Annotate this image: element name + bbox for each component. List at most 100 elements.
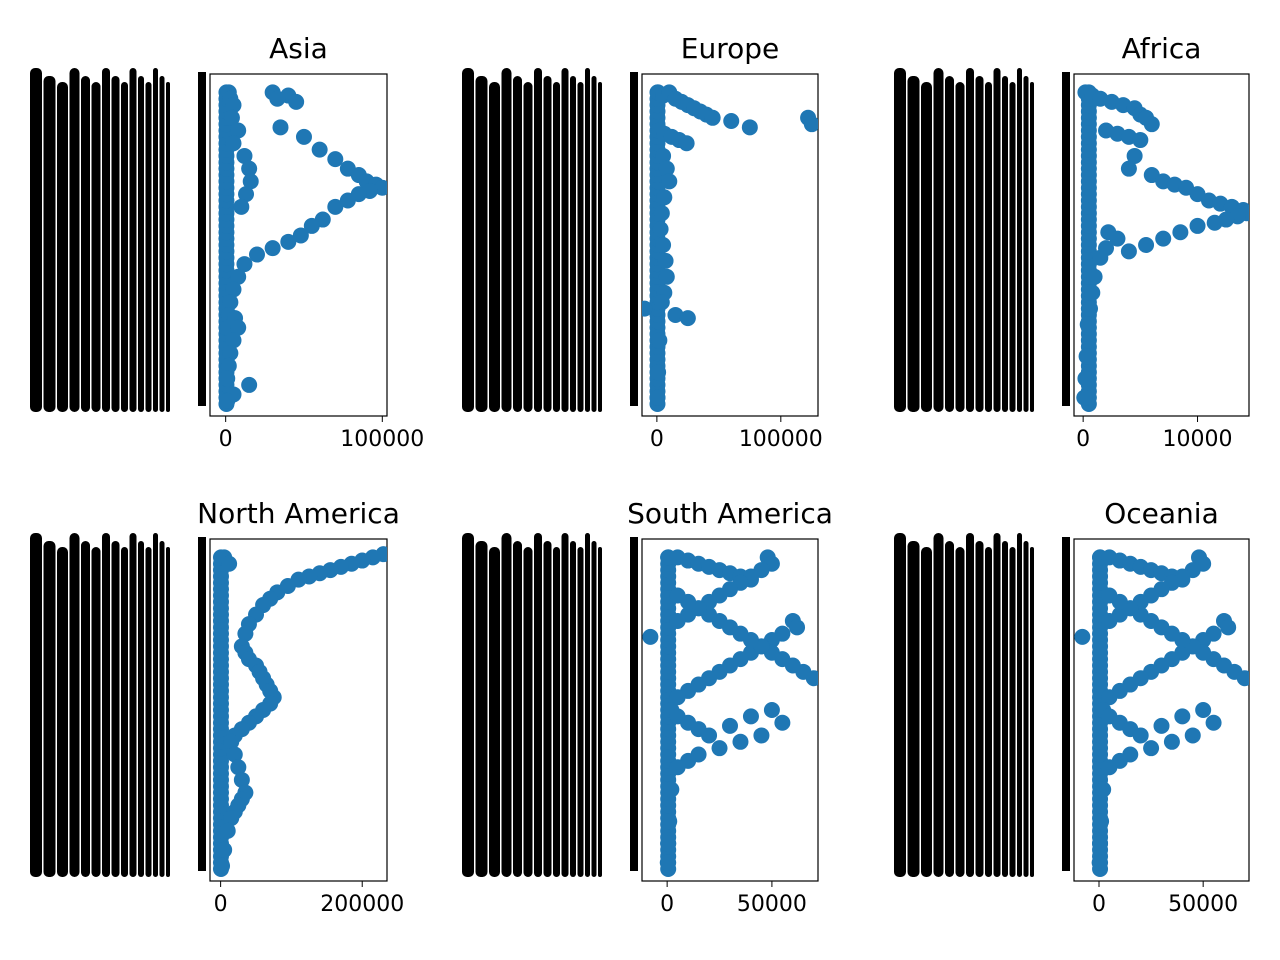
subplot-title: South America (627, 497, 833, 530)
scatter-point (650, 364, 667, 381)
scatter-point (220, 357, 237, 374)
scatter-point (661, 173, 678, 190)
scatter-point (241, 160, 258, 177)
scatter-point (223, 109, 240, 126)
scatter-point (651, 332, 668, 349)
ytick-label-bar (1002, 76, 1008, 412)
ytick-label-bar (145, 82, 152, 412)
ytick-label-bar (598, 82, 602, 412)
ytick-label-bar (475, 76, 488, 412)
axes-frame (1073, 73, 1250, 417)
ytick-label-block (894, 68, 1070, 412)
ytick-label-bar (159, 76, 165, 412)
ytick-label-bar (921, 82, 932, 412)
ytick-label-bar (81, 76, 90, 412)
xtick-label: 0 (1092, 892, 1106, 917)
scatter-point (225, 332, 242, 349)
scatter-point (1132, 727, 1149, 744)
ytick-label-bar (945, 76, 954, 412)
scatter-point (327, 151, 344, 168)
ytick-label-bar (1062, 72, 1070, 406)
scatter-point (774, 714, 791, 731)
ytick-label-bar (166, 547, 170, 877)
subplot-title: Oceania (1104, 497, 1219, 530)
scatter-point (1084, 284, 1101, 301)
scatter-point (225, 281, 242, 298)
ytick-label-bar (975, 76, 984, 412)
ytick-label-bar (102, 68, 110, 412)
scatter-point (1082, 300, 1099, 317)
ytick-label-bar (591, 76, 597, 412)
scatter-point (669, 612, 686, 629)
scatter-point (1126, 147, 1143, 164)
scatter-point (753, 727, 770, 744)
ytick-label-bar (894, 68, 906, 412)
scatter-point (1074, 628, 1091, 645)
scatter-point (649, 389, 666, 406)
ytick-label-bar (198, 537, 206, 871)
scatter-point (658, 160, 675, 177)
ytick-label-bar (553, 82, 560, 412)
scatter-point (789, 619, 806, 636)
ytick-label-bar (907, 541, 920, 877)
axes-frame (209, 538, 388, 882)
scatter-point (1091, 854, 1108, 871)
scatter-point (237, 625, 254, 642)
scatter-point (669, 587, 686, 604)
scatter-point (226, 746, 243, 763)
ytick-label-bar (30, 68, 42, 412)
ytick-label-bar (1023, 76, 1029, 412)
scatter-point (1079, 316, 1096, 333)
scatter-point (1101, 689, 1118, 706)
ytick-label-bar (153, 533, 158, 877)
subplot-africa: 0 10000 Africa (894, 32, 1250, 452)
ytick-label-bar (69, 68, 80, 412)
ytick-label-bar (630, 537, 638, 871)
scatter-point (742, 708, 759, 725)
axes-frame (641, 73, 819, 417)
ytick-label-bar (513, 76, 522, 412)
ytick-label-bar (513, 541, 522, 877)
ytick-label-bar (985, 547, 992, 877)
scatter-point (656, 189, 673, 206)
ytick-label-bar (543, 541, 552, 877)
scatter-point (1163, 733, 1180, 750)
ytick-label-bar (591, 541, 597, 877)
scatter-point (236, 147, 253, 164)
ytick-label-bar (166, 82, 170, 412)
scatter-series (212, 546, 387, 877)
ytick-label-bar (138, 76, 144, 412)
scatter-point (704, 109, 721, 126)
xtick-label: 10000 (1163, 427, 1233, 452)
axes-frame (641, 538, 819, 882)
ytick-label-bar (955, 547, 965, 877)
scatter-point (248, 246, 265, 263)
scatter-point (655, 237, 672, 253)
ytick-label-block (30, 68, 206, 412)
scatter-point (1120, 160, 1137, 177)
ytick-label-bar (993, 533, 1001, 877)
ytick-label-block (894, 533, 1070, 877)
ytick-label-bar (121, 547, 128, 877)
scatter-point (741, 119, 758, 136)
ytick-label-bar (561, 533, 569, 877)
scatter-point (238, 186, 255, 203)
scatter-point (1092, 249, 1109, 266)
scatter-point (225, 135, 242, 152)
scatter-point (1143, 740, 1160, 757)
scatter-point (1184, 727, 1201, 744)
xtick-label: 50000 (1168, 892, 1238, 917)
scatter-point (264, 240, 281, 257)
scatter-point (233, 771, 250, 788)
axes-frame (1073, 538, 1250, 882)
xtick-label: 0 (650, 427, 664, 452)
ytick-label-bar (198, 72, 206, 406)
ytick-label-bar (570, 76, 576, 412)
scatter-point (661, 813, 678, 830)
xtick-label: 0 (214, 892, 228, 917)
ytick-label-bar (933, 68, 944, 412)
scatter-point (230, 122, 247, 139)
scatter-point (732, 733, 749, 750)
scatter-point (1195, 702, 1212, 718)
ytick-label-bar (475, 541, 488, 877)
